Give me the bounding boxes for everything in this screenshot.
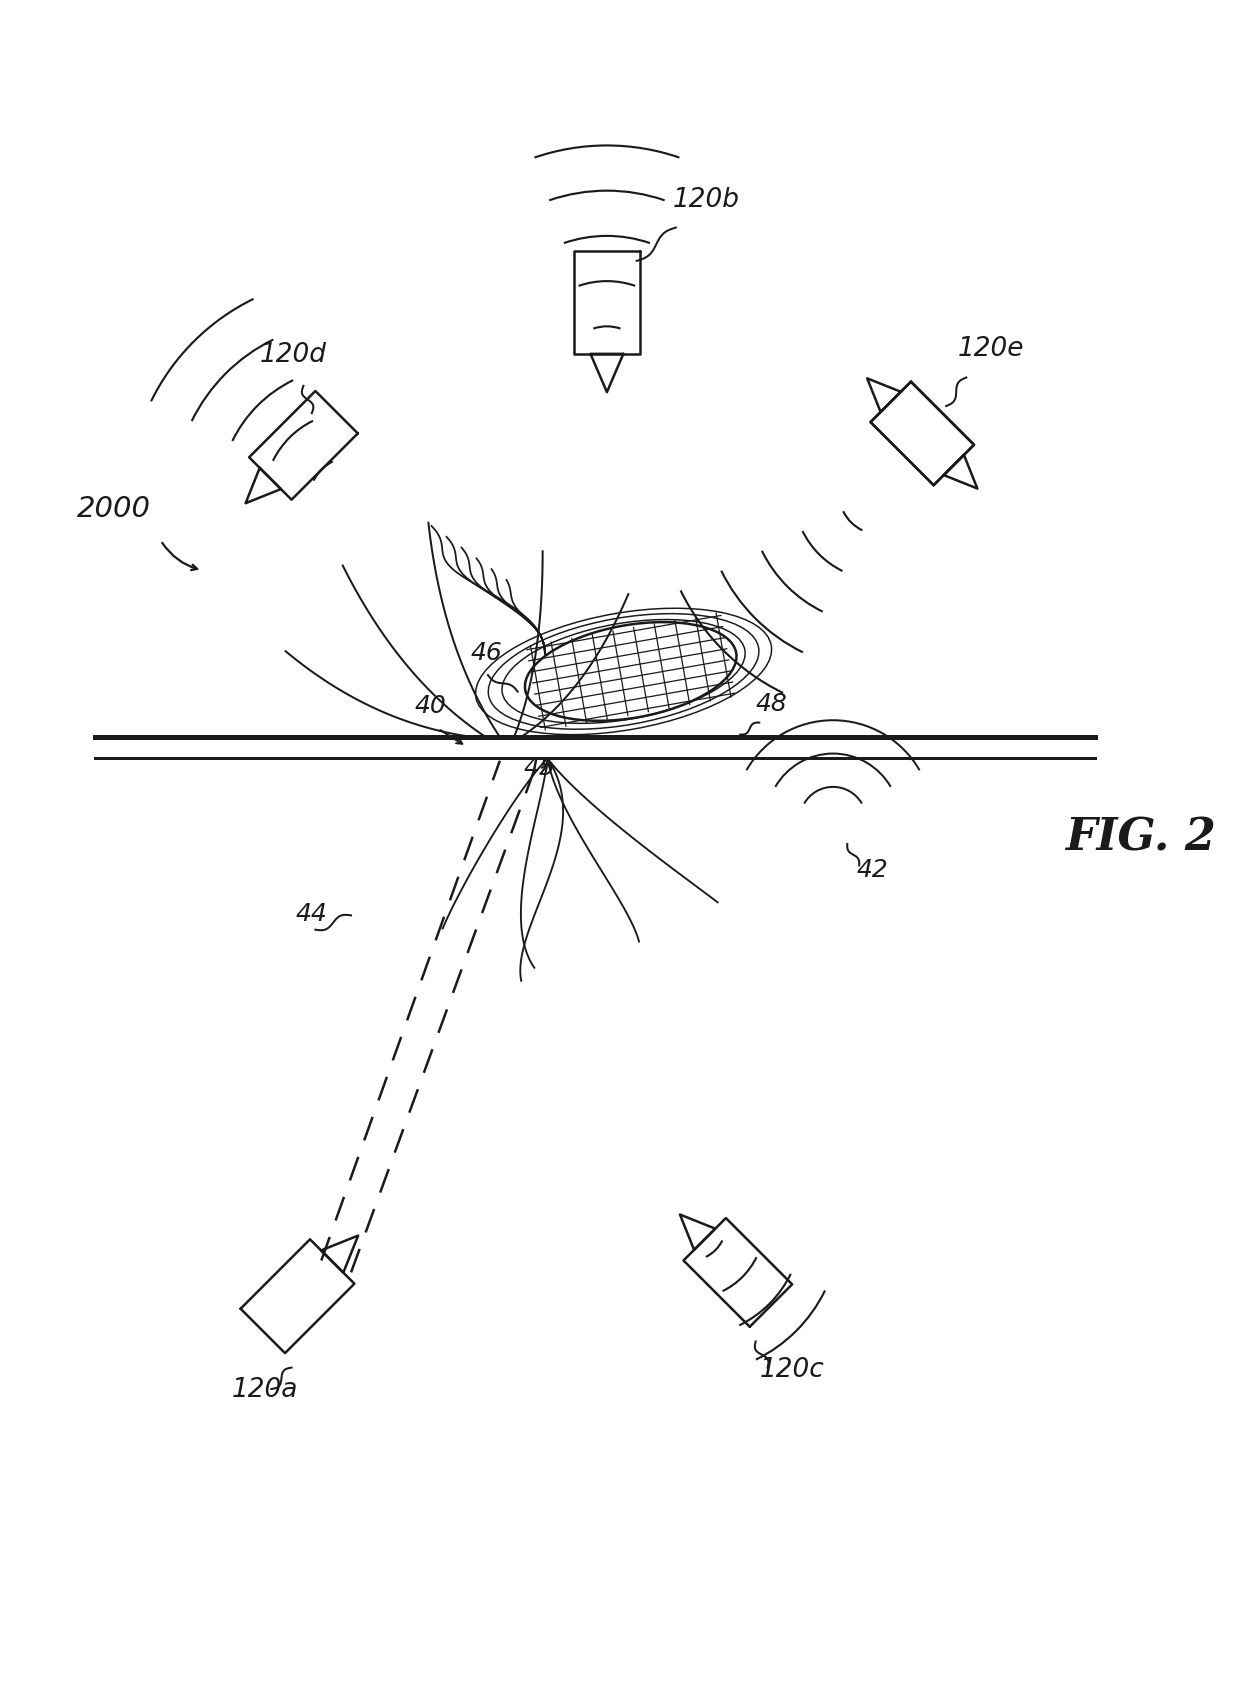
Text: 44: 44 — [295, 903, 327, 927]
Text: 40: 40 — [414, 694, 446, 717]
Text: 45: 45 — [523, 756, 556, 780]
Text: 120d: 120d — [259, 343, 326, 368]
Text: 2000: 2000 — [77, 495, 151, 523]
Text: 120b: 120b — [672, 187, 739, 213]
Text: 120c: 120c — [759, 1357, 825, 1382]
Text: FIG. 2: FIG. 2 — [1065, 817, 1216, 859]
Text: 48: 48 — [755, 692, 787, 716]
Text: 120e: 120e — [959, 336, 1024, 363]
Text: 120a: 120a — [232, 1377, 299, 1403]
Text: 46: 46 — [470, 640, 502, 665]
Text: 42: 42 — [857, 858, 889, 883]
